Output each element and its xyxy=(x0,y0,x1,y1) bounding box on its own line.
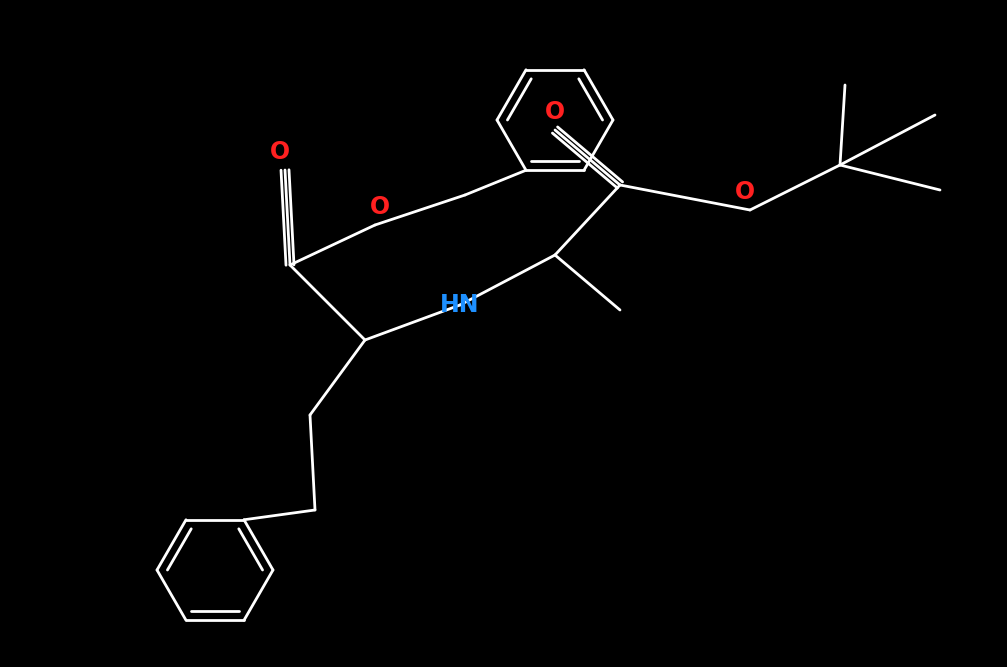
Text: O: O xyxy=(270,140,290,164)
Text: O: O xyxy=(545,100,565,124)
Text: O: O xyxy=(735,180,755,204)
Text: HN: HN xyxy=(440,293,479,317)
Text: O: O xyxy=(370,195,390,219)
